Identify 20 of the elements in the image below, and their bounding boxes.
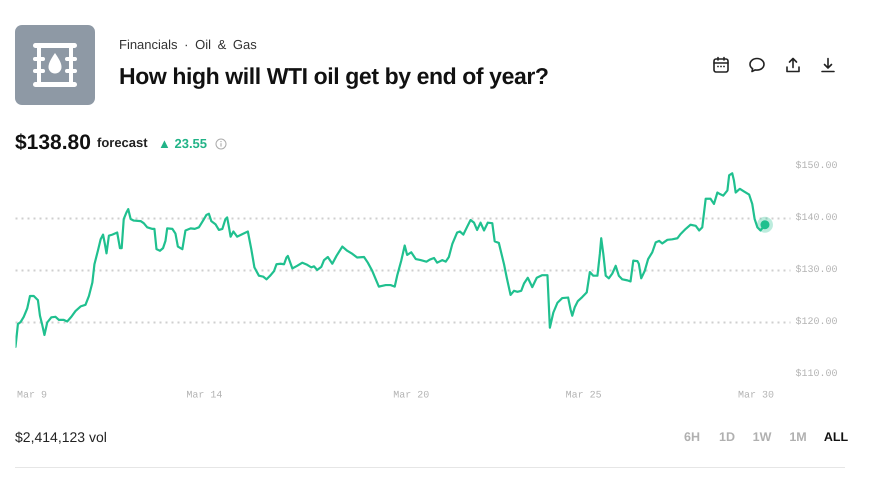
chart-title: How high will WTI oil get by end of year? (119, 62, 549, 90)
text: 1M (788, 430, 808, 445)
text: $2,414,123 vol (15, 429, 107, 445)
x-tick-label: Mar 30 (738, 390, 774, 402)
text: 6H (683, 430, 701, 445)
text: 1W (752, 430, 772, 445)
y-tick-label: $120.00 (796, 316, 838, 328)
y-tick-label: $150.00 (796, 160, 838, 172)
chart-subtitle: Financials · Oil & Gas (119, 37, 257, 53)
text: forecast (97, 135, 148, 151)
y-tick-label: $130.00 (796, 264, 838, 276)
x-tick-label: Mar 20 (393, 390, 430, 402)
text: ALL (822, 430, 850, 445)
x-tick-label: Mar 14 (186, 390, 222, 402)
x-tick-label: Mar 9 (17, 390, 48, 402)
y-tick-label: $110.00 (796, 368, 838, 380)
x-tick-label: Mar 25 (566, 390, 602, 402)
text: 1D (718, 430, 736, 445)
y-tick-label: $140.00 (796, 212, 838, 224)
text: ▲ 23.55 (158, 136, 208, 152)
